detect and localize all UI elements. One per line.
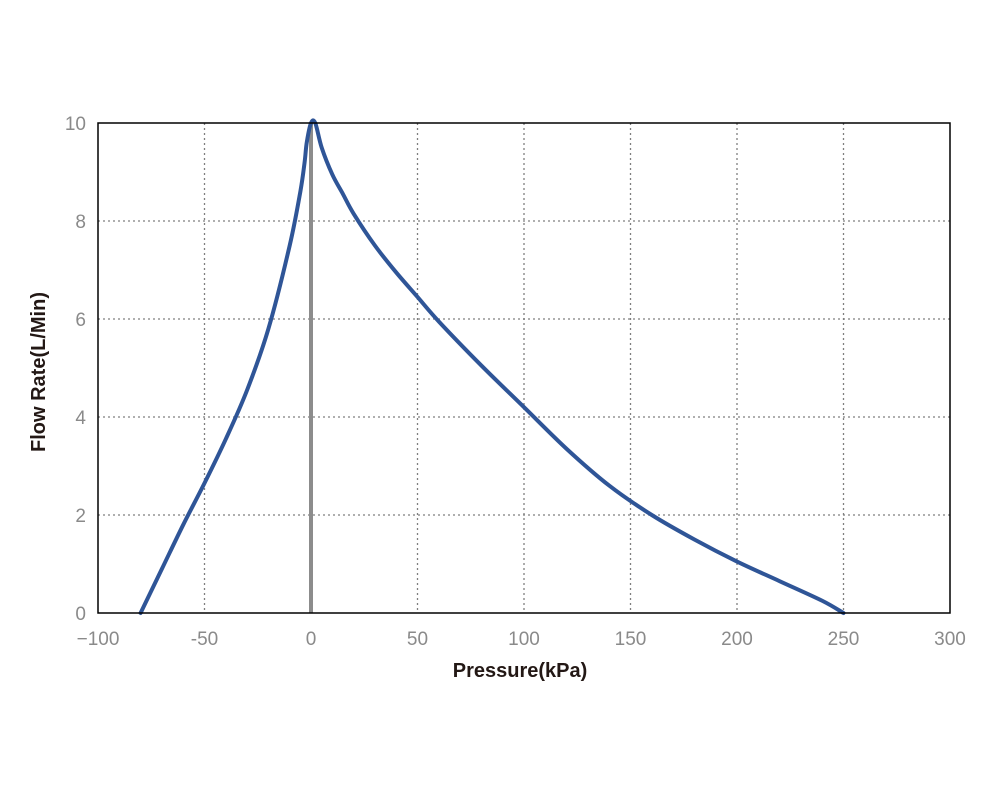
y-tick-label: 10 [65,114,86,135]
y-tick-label: 4 [75,408,86,429]
x-tick-label: 0 [306,629,317,650]
x-tick-label: 100 [508,629,540,650]
y-tick-label: 0 [75,604,86,625]
y-tick-label: 6 [75,310,86,331]
y-axis-ticks: 0 2 4 6 8 10 [65,114,87,625]
x-axis-ticks: −100 -50 0 50 100 150 200 250 300 [77,629,966,650]
plot-frame [97,122,951,614]
x-tick-label: 250 [828,629,860,650]
x-tick-label: 200 [721,629,753,650]
x-axis-title: Pressure(kPa) [453,660,588,682]
grid-lines [98,123,950,613]
x-tick-label: -50 [191,629,218,650]
x-tick-label: −100 [77,629,120,650]
y-axis-title: Flow Rate(L/Min) [28,292,50,452]
flow-rate-curve [138,118,846,615]
x-tick-label: 150 [615,629,647,650]
x-tick-label: 300 [934,629,966,650]
x-tick-label: 50 [407,629,428,650]
y-tick-label: 8 [75,212,86,233]
y-tick-label: 2 [75,506,86,527]
